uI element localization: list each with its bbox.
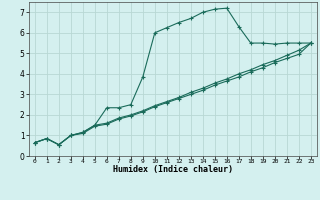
- X-axis label: Humidex (Indice chaleur): Humidex (Indice chaleur): [113, 165, 233, 174]
